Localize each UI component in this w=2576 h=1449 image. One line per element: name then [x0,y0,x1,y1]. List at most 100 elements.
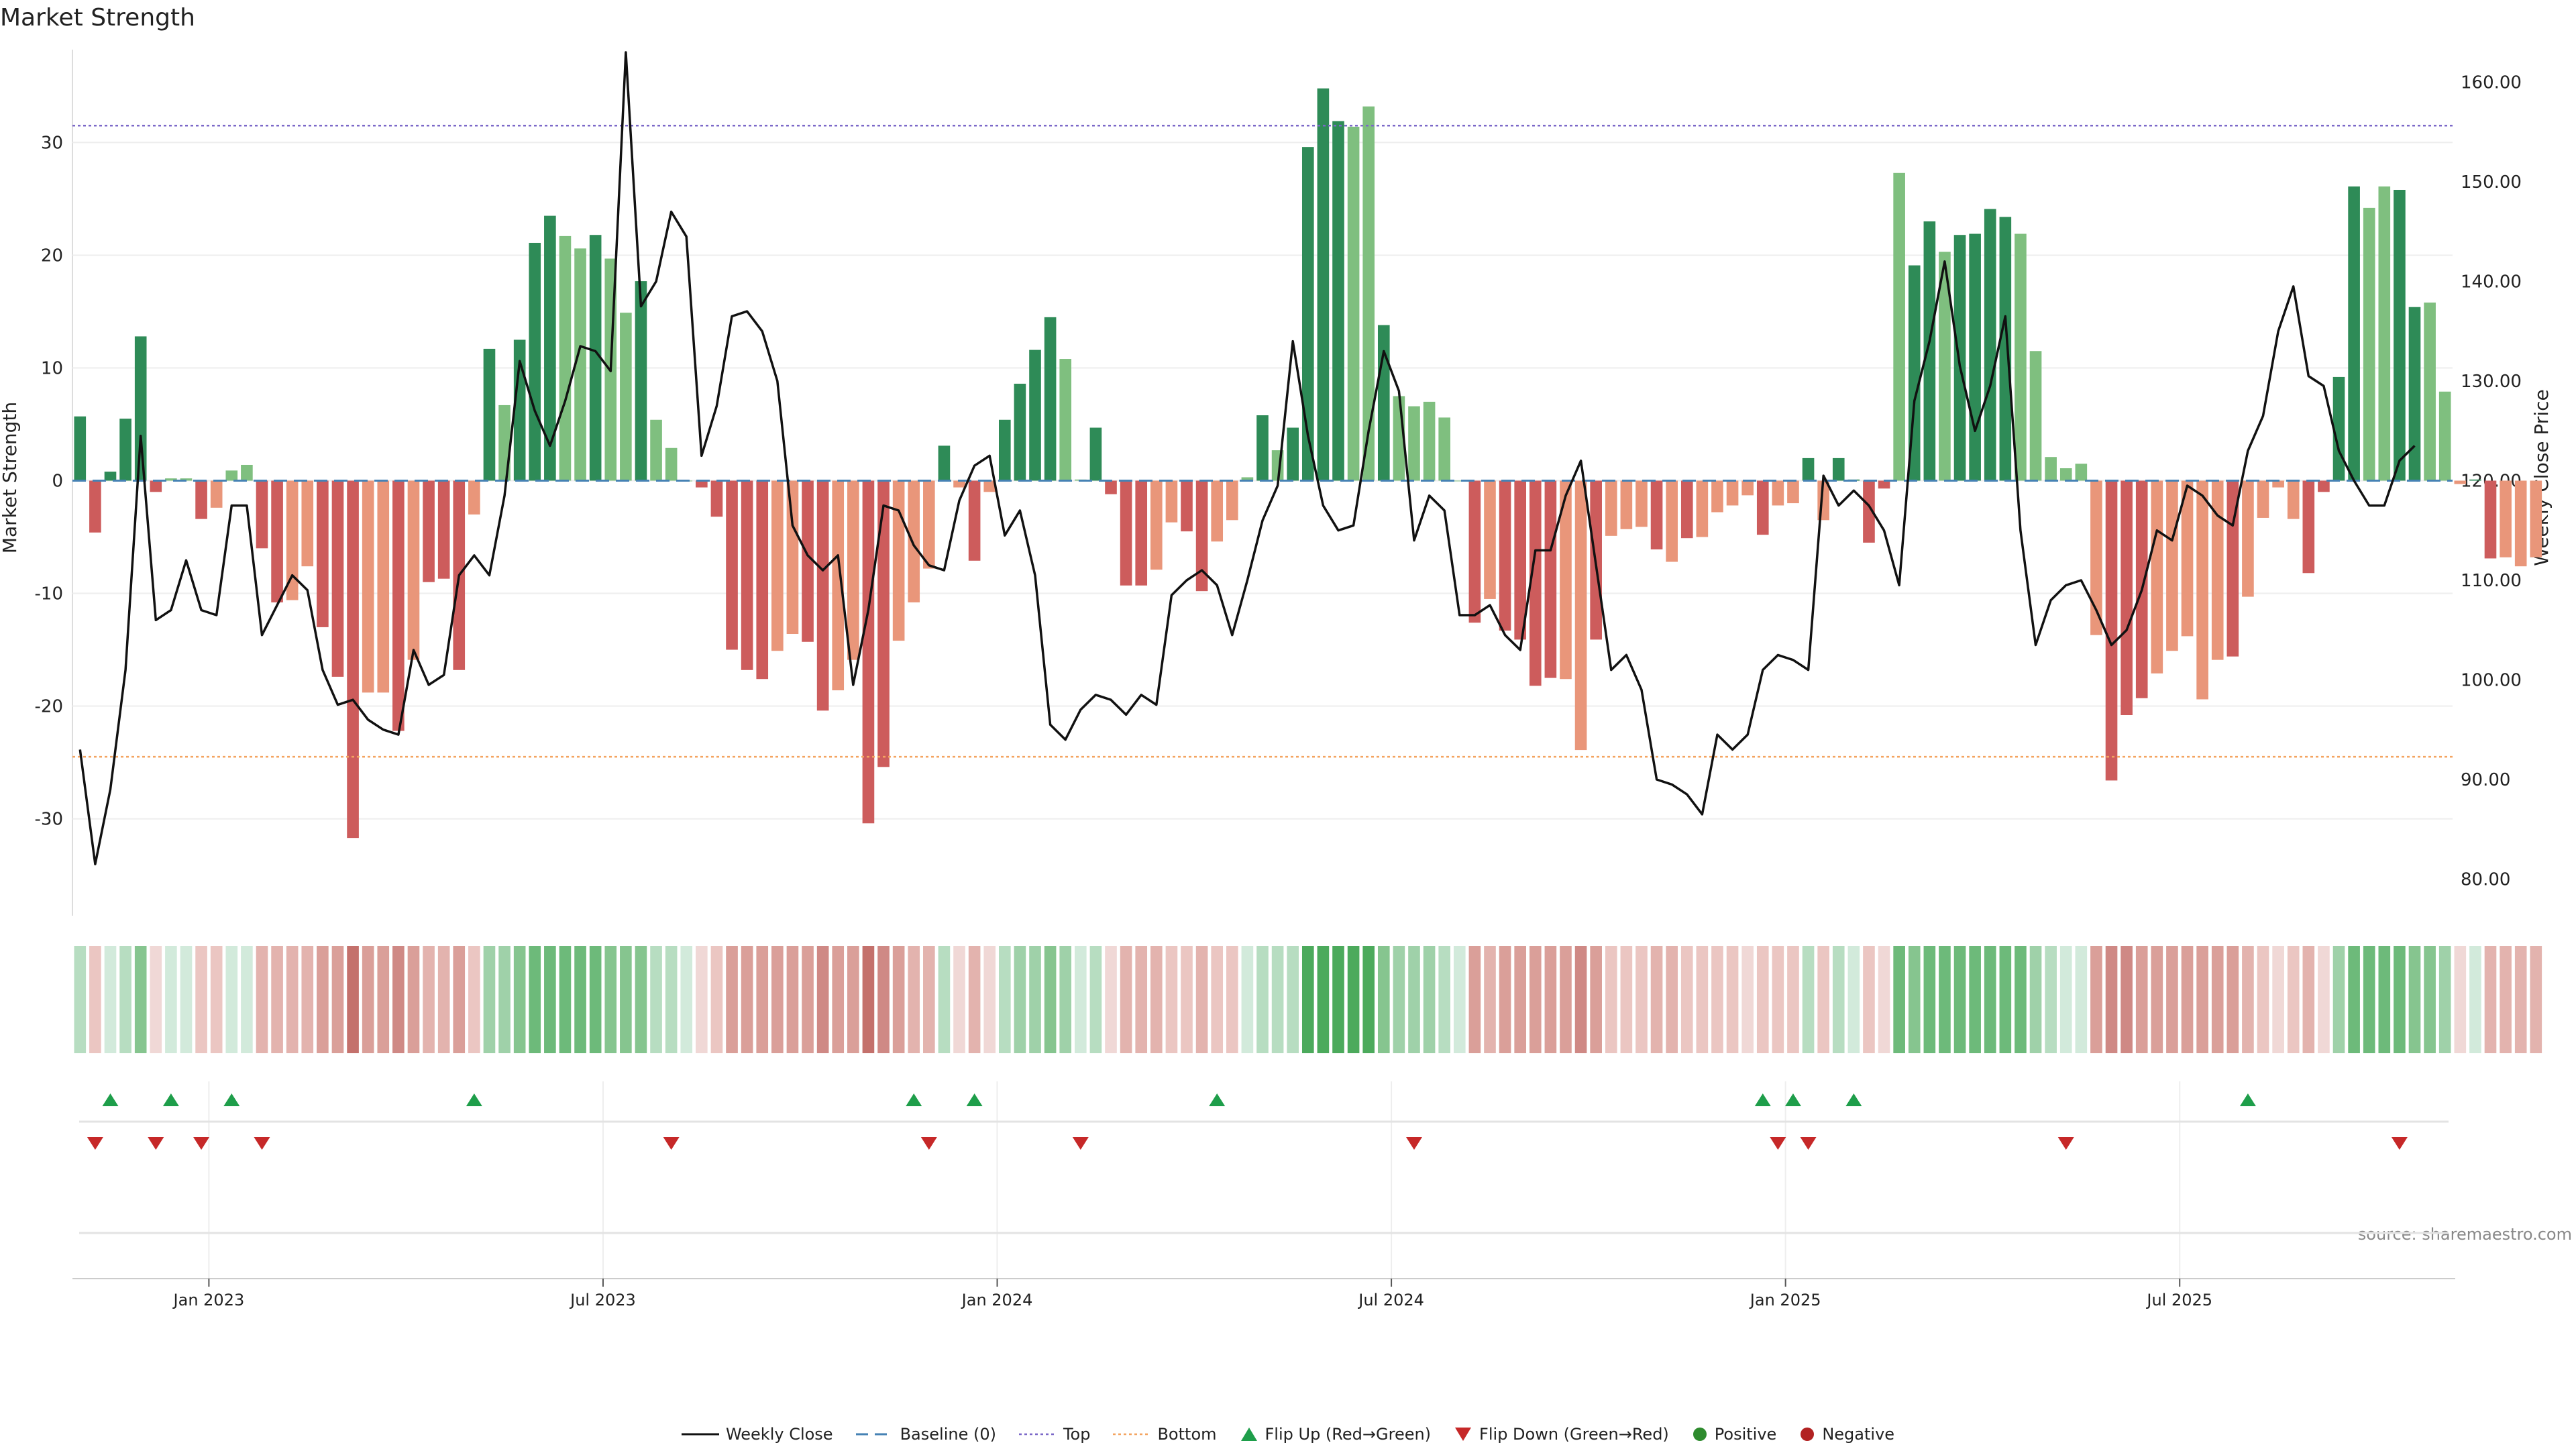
strength-bar [1135,480,1148,586]
heatmap-cell [529,946,541,1053]
heatmap-cell [2211,946,2224,1053]
heatmap-cell [1787,946,1799,1053]
heatmap-cell [256,946,268,1053]
flip-down-marker [87,1137,103,1150]
strength-bar [1089,427,1102,481]
heatmap-cell [286,946,299,1053]
heatmap-cell [1999,946,2012,1053]
heatmap-cell [983,946,996,1053]
heatmap-cell [832,946,845,1053]
y-tick-label: 30 [41,133,63,153]
strength-bar [1468,480,1481,623]
line-swatch-icon [681,1433,719,1436]
strength-bar [2105,480,2118,781]
y-right-tick-label: 110.00 [2461,571,2522,591]
flip-down-marker [1800,1137,1817,1150]
strength-bar [1741,480,1754,496]
heatmap-cell [938,946,951,1053]
heatmap-cell [1181,946,1193,1053]
strength-bar [2530,480,2542,557]
strength-bar [225,470,238,481]
heatmap-cell [1817,946,1829,1053]
heatmap-cell [377,946,390,1053]
strength-bar [1484,480,1496,599]
heatmap-cell [1711,946,1723,1053]
strength-bar [301,480,314,567]
heatmap-cell [1089,946,1102,1053]
flip-down-marker [1405,1137,1422,1150]
heatmap-cell [1605,946,1617,1053]
strength-bar [392,480,405,731]
strength-bar [1863,480,1875,543]
heatmap-cell [1150,946,1163,1053]
strength-bar [1560,480,1572,680]
heatmap-cell [1211,946,1224,1053]
heatmap-cell [1105,946,1117,1053]
heatmap-cell [453,946,466,1053]
strength-bar [2257,480,2269,518]
strength-bar [1696,480,1709,537]
heatmap-cell [1741,946,1754,1053]
legend-weekly-close-label: Weekly Close [725,1425,833,1444]
x-tick-label: Jan 2025 [1749,1291,1821,1309]
strength-bar [665,447,678,481]
legend-top-label: Top [1063,1425,1091,1444]
heatmap-cell [1014,946,1026,1053]
heatmap-cell [2318,946,2330,1053]
legend-negative-label: Negative [1822,1425,1895,1444]
heatmap-cell [1438,946,1450,1053]
strength-bar [2090,480,2102,635]
heatmap-cell [210,946,223,1053]
heatmap-cell [1423,946,1436,1053]
heatmap-cell [2029,946,2042,1053]
strength-bar [2242,480,2254,597]
heatmap-cell [802,946,814,1053]
heatmap-cell [1939,946,1951,1053]
strength-bar [1878,480,1890,489]
strength-bar [1893,172,1905,481]
legend-positive: Positive [1692,1425,1776,1444]
heatmap-cell [134,946,147,1053]
flip-up-marker [1845,1093,1862,1106]
heatmap-cell [1908,946,1921,1053]
x-axis: Jan 2023 Jul 2023 Jan 2024 Jul 2024 Jan 2025… [72,1278,2455,1309]
heatmap-cell [2196,946,2208,1053]
strength-bar [1711,480,1723,513]
heatmap-cell [317,946,329,1053]
heatmap-cell [347,946,359,1053]
heatmap-cell [331,946,344,1053]
heatmap-cell [710,946,723,1053]
heatmap-cell [1195,946,1208,1053]
heatmap-cell [1044,946,1057,1053]
source-note: source: sharemaestro.com [2358,1225,2572,1244]
heatmap-cell [241,946,253,1053]
heatmap-cell [1377,946,1390,1053]
x-tick-label: Jul 2025 [2145,1291,2212,1309]
heatmap-cell [620,946,632,1053]
y-tick-label: -30 [35,810,63,830]
strength-bar [150,480,162,492]
heatmap-cell [2075,946,2088,1053]
strength-bar [2287,480,2300,519]
heatmap-cell [1120,946,1132,1053]
strength-bar [574,248,586,481]
strength-bar [756,480,769,680]
strength-bar [1347,126,1360,481]
y-right-tick-label: 100.00 [2461,670,2522,690]
y-right-tick-label: 140.00 [2461,272,2522,292]
strength-bar [968,480,981,561]
heatmap-cell [513,946,526,1053]
flip-down-marker [1072,1137,1089,1150]
heatmap-cell [1756,946,1769,1053]
strength-bar [1787,480,1799,504]
strength-bar [2500,480,2512,557]
heatmap-cell [225,946,238,1053]
heatmap-cell [877,946,890,1053]
y-tick-label: 0 [52,472,63,492]
y-right-tick-label: 90.00 [2461,770,2510,790]
strength-bar [1514,480,1526,640]
strength-bar [802,480,814,642]
heatmap-cell [1317,946,1330,1053]
strength-bar [1150,480,1163,570]
heatmap-cell [1453,946,1466,1053]
